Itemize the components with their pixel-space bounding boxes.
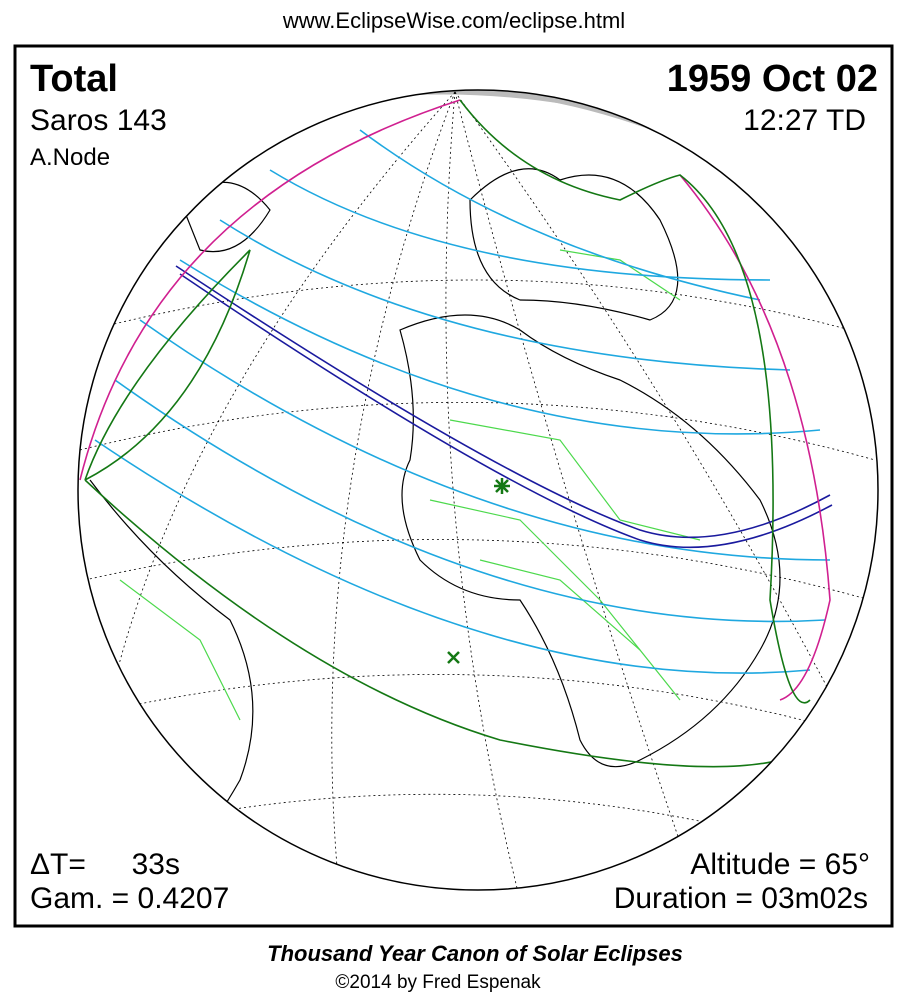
penumbra-limits bbox=[79, 99, 831, 701]
eclipse-type: Total bbox=[30, 58, 118, 100]
node: A.Node bbox=[30, 144, 110, 171]
magnitude-curves bbox=[94, 129, 831, 674]
borders bbox=[119, 249, 701, 721]
graticule bbox=[79, 91, 876, 890]
time: 12:27 TD bbox=[743, 104, 866, 137]
altitude: Altitude = 65° bbox=[690, 848, 870, 881]
credit: ©2014 by Fred Espenak bbox=[335, 972, 541, 993]
globe-disc bbox=[78, 90, 878, 890]
delta-t-value: 33s bbox=[132, 848, 180, 881]
globe-outline bbox=[77, 89, 879, 891]
central-path bbox=[175, 265, 833, 549]
rise-set-curves bbox=[84, 99, 811, 768]
duration: Duration = 03m02s bbox=[614, 882, 868, 915]
saros: Saros 143 bbox=[30, 104, 167, 137]
gamma: Gam. = 0.4207 bbox=[30, 882, 229, 915]
url: www.EclipseWise.com/eclipse.html bbox=[282, 8, 625, 33]
footer-title: Thousand Year Canon of Solar Eclipses bbox=[267, 941, 683, 966]
delta-t-label: ΔT= bbox=[30, 848, 86, 881]
date: 1959 Oct 02 bbox=[667, 58, 878, 100]
greatest-eclipse bbox=[494, 478, 510, 494]
subsolar-point bbox=[447, 651, 460, 664]
